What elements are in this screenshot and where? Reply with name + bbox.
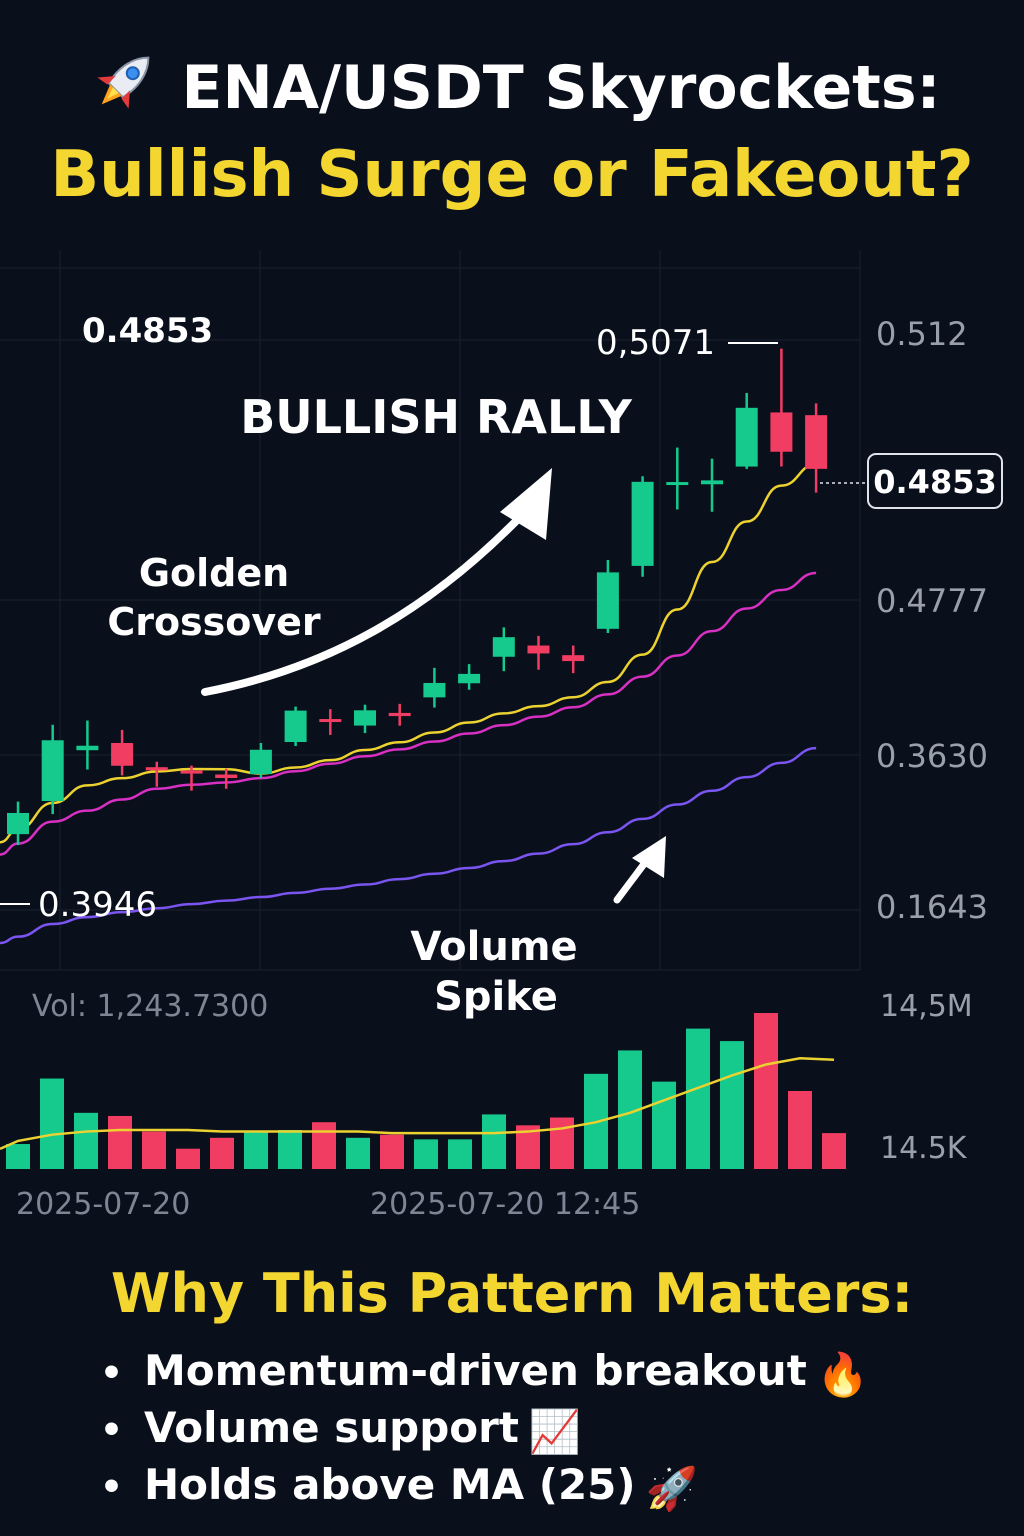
rally-arrowhead bbox=[500, 468, 552, 540]
candlestick-series bbox=[7, 348, 828, 846]
y-tick-label: 0.512 bbox=[876, 315, 968, 353]
current-price-box bbox=[867, 453, 1003, 509]
candle-body bbox=[770, 412, 793, 452]
x-tick-label: 2025-07-20 12:45 bbox=[370, 1187, 640, 1222]
volume-bar bbox=[210, 1137, 234, 1169]
y-tick-label: 0.4777 bbox=[876, 582, 988, 620]
candle-body bbox=[180, 770, 203, 774]
volume-bar bbox=[482, 1114, 506, 1169]
volume-bar bbox=[822, 1133, 846, 1169]
volume-bar bbox=[142, 1131, 166, 1169]
candle-body bbox=[354, 710, 376, 726]
volume-bar bbox=[448, 1139, 472, 1169]
volume-bar bbox=[312, 1122, 336, 1169]
volume-bar bbox=[788, 1091, 812, 1169]
candle-body bbox=[76, 745, 99, 751]
bullet-dot: • bbox=[100, 1353, 124, 1394]
volume-bar bbox=[754, 1013, 778, 1169]
volume-tick-label: 14.5K bbox=[880, 1131, 968, 1166]
rocket-icon: 🚀 bbox=[645, 1464, 698, 1513]
volume-bar bbox=[74, 1112, 98, 1169]
list-item-text: Volume support bbox=[144, 1403, 519, 1452]
y-tick-label: 0.1643 bbox=[876, 888, 988, 926]
moving-average-lines bbox=[0, 463, 817, 945]
annotation-crossover-line2: Crossover bbox=[107, 600, 321, 644]
candle-body bbox=[527, 645, 550, 654]
volume-series bbox=[6, 1013, 846, 1169]
moving-average-line bbox=[0, 571, 817, 856]
price-label-low: 0.3946 bbox=[38, 885, 157, 925]
volume-bar bbox=[652, 1081, 676, 1169]
bullet-dot: • bbox=[100, 1467, 124, 1508]
volume-bar bbox=[244, 1131, 268, 1169]
volume-bar bbox=[414, 1139, 438, 1169]
candle-body bbox=[666, 482, 689, 486]
volume-ma-line bbox=[0, 1056, 835, 1151]
y-tick-label: 0.3630 bbox=[876, 737, 988, 775]
volume-bar bbox=[40, 1078, 64, 1169]
candle-body bbox=[492, 637, 515, 657]
candle-body bbox=[596, 572, 619, 629]
x-tick-label: 2025-07-20 bbox=[16, 1187, 190, 1222]
list-item-text: Momentum-driven breakout bbox=[144, 1346, 807, 1395]
volume-bar bbox=[6, 1144, 30, 1169]
moving-average-line bbox=[0, 746, 817, 945]
volume-bar bbox=[550, 1117, 574, 1169]
annotation-volume-line1: Volume bbox=[410, 924, 577, 970]
volume-moving-average bbox=[0, 1056, 835, 1151]
bullet-dot: • bbox=[100, 1410, 124, 1451]
price-chart: 0.4853 0,5071 0.3946 0.4853 0.512 0.4777… bbox=[0, 250, 1003, 1222]
annotation-volume-line2: Spike bbox=[434, 974, 558, 1020]
candle-body bbox=[319, 719, 342, 723]
candle-body bbox=[249, 749, 272, 775]
list-item: • Holds above MA (25) 🚀 bbox=[100, 1456, 869, 1513]
candle-body bbox=[805, 415, 828, 469]
annotation-crossover-line1: Golden bbox=[139, 551, 289, 595]
section-title: Why This Pattern Matters: bbox=[110, 1262, 914, 1325]
candle-body bbox=[7, 812, 29, 835]
rally-arrow-shaft bbox=[201, 508, 529, 696]
chart-up-icon: 📈 bbox=[528, 1407, 582, 1456]
takeaway-list: • Momentum-driven breakout 🔥 • Volume suppo… bbox=[100, 1342, 869, 1513]
current-price-label: 0.4853 bbox=[873, 463, 996, 501]
chart-title-text: ENA/USDT Skyrockets: bbox=[181, 53, 941, 123]
list-item-text: Holds above MA (25) bbox=[144, 1460, 636, 1509]
candle-body bbox=[388, 712, 411, 717]
chart-subtitle: Bullish Surge or Fakeout? bbox=[50, 138, 974, 212]
volume-bar bbox=[176, 1148, 200, 1169]
annotation-bullish-rally: BULLISH RALLY bbox=[240, 390, 632, 444]
volume-arrowhead bbox=[632, 836, 666, 878]
volume-bar bbox=[346, 1137, 370, 1169]
candle-body bbox=[284, 710, 307, 742]
volume-tick-label: 14,5M bbox=[880, 989, 973, 1024]
list-item: • Volume support 📈 bbox=[100, 1399, 869, 1456]
fire-icon: 🔥 bbox=[816, 1350, 870, 1399]
candle-body bbox=[701, 480, 723, 485]
candle-body bbox=[41, 740, 64, 802]
candle-body bbox=[423, 682, 446, 698]
list-item: • Momentum-driven breakout 🔥 bbox=[100, 1342, 869, 1399]
volume-bar bbox=[686, 1028, 710, 1169]
volume-bar bbox=[720, 1041, 744, 1169]
candle-body bbox=[458, 673, 481, 684]
moving-average-line bbox=[0, 463, 817, 844]
volume-label: Vol: 1,243.7300 bbox=[32, 989, 268, 1024]
rocket-icon bbox=[97, 56, 150, 109]
candle-body bbox=[145, 767, 168, 771]
volume-bar bbox=[380, 1134, 404, 1169]
candle-body bbox=[735, 407, 758, 467]
price-label-high: 0,5071 bbox=[596, 323, 715, 363]
volume-bar bbox=[108, 1115, 132, 1169]
volume-bar bbox=[278, 1130, 302, 1169]
candle-body bbox=[631, 481, 654, 566]
chart-title: ENA/USDT Skyrockets: bbox=[0, 46, 1024, 123]
candle-body bbox=[215, 774, 238, 778]
candle-body bbox=[562, 655, 585, 662]
price-label-top-left: 0.4853 bbox=[82, 311, 213, 351]
candle-body bbox=[111, 743, 134, 766]
